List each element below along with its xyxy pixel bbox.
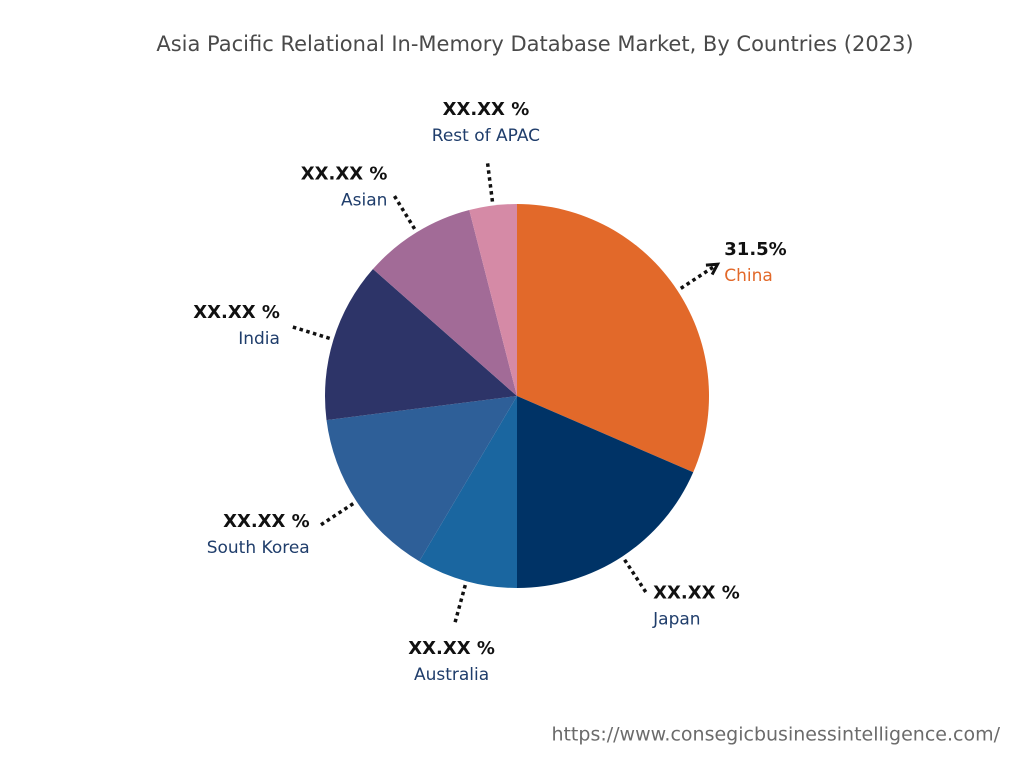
value-label: XX.XX % xyxy=(408,638,495,659)
pie-slice xyxy=(419,396,517,588)
pie-slice xyxy=(324,269,517,421)
category-label: Japan xyxy=(652,609,700,629)
leader-line xyxy=(289,324,331,341)
value-label: XX.XX % xyxy=(653,582,740,603)
category-label: China xyxy=(724,266,773,286)
value-label: XX.XX % xyxy=(223,511,310,532)
leader-line xyxy=(679,263,717,290)
pie-slice xyxy=(326,396,517,562)
pie-slice xyxy=(517,204,709,473)
value-label: XX.XX % xyxy=(443,99,530,120)
category-label: Australia xyxy=(414,665,489,685)
value-label: XX.XX % xyxy=(301,164,388,185)
category-label: India xyxy=(238,329,280,349)
leader-line xyxy=(452,584,467,627)
leader-line xyxy=(485,159,495,202)
chart-title: Asia Pacific Relational In-Memory Databa… xyxy=(156,32,913,56)
leader-arrow xyxy=(705,262,721,276)
leader-line xyxy=(391,192,417,230)
leader-line xyxy=(623,558,650,596)
category-label: South Korea xyxy=(207,538,310,558)
source-url: https://www.consegicbusinessintelligence… xyxy=(551,724,1000,746)
category-label: Asian xyxy=(341,191,387,211)
value-label: 31.5% xyxy=(724,239,786,260)
leader-line xyxy=(317,502,355,529)
pie-slice xyxy=(469,204,517,396)
pie-slice xyxy=(372,210,517,396)
value-label: XX.XX % xyxy=(193,302,280,323)
category-label: Rest of APAC xyxy=(432,126,540,146)
pie-slice xyxy=(517,396,694,588)
